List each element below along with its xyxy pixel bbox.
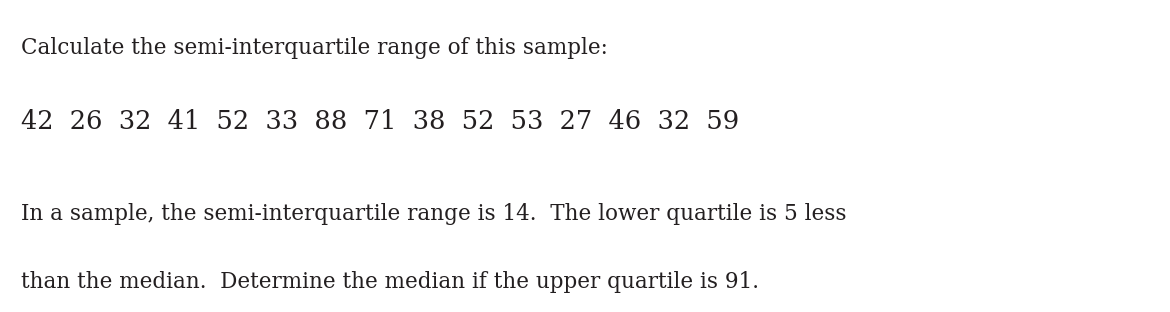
Text: than the median.  Determine the median if the upper quartile is 91.: than the median. Determine the median if…: [21, 271, 759, 294]
Text: Calculate the semi-interquartile range of this sample:: Calculate the semi-interquartile range o…: [21, 37, 608, 60]
Text: 42  26  32  41  52  33  88  71  38  52  53  27  46  32  59: 42 26 32 41 52 33 88 71 38 52 53 27 46 3…: [21, 109, 739, 134]
Text: In a sample, the semi-interquartile range is 14.  The lower quartile is 5 less: In a sample, the semi-interquartile rang…: [21, 203, 847, 225]
